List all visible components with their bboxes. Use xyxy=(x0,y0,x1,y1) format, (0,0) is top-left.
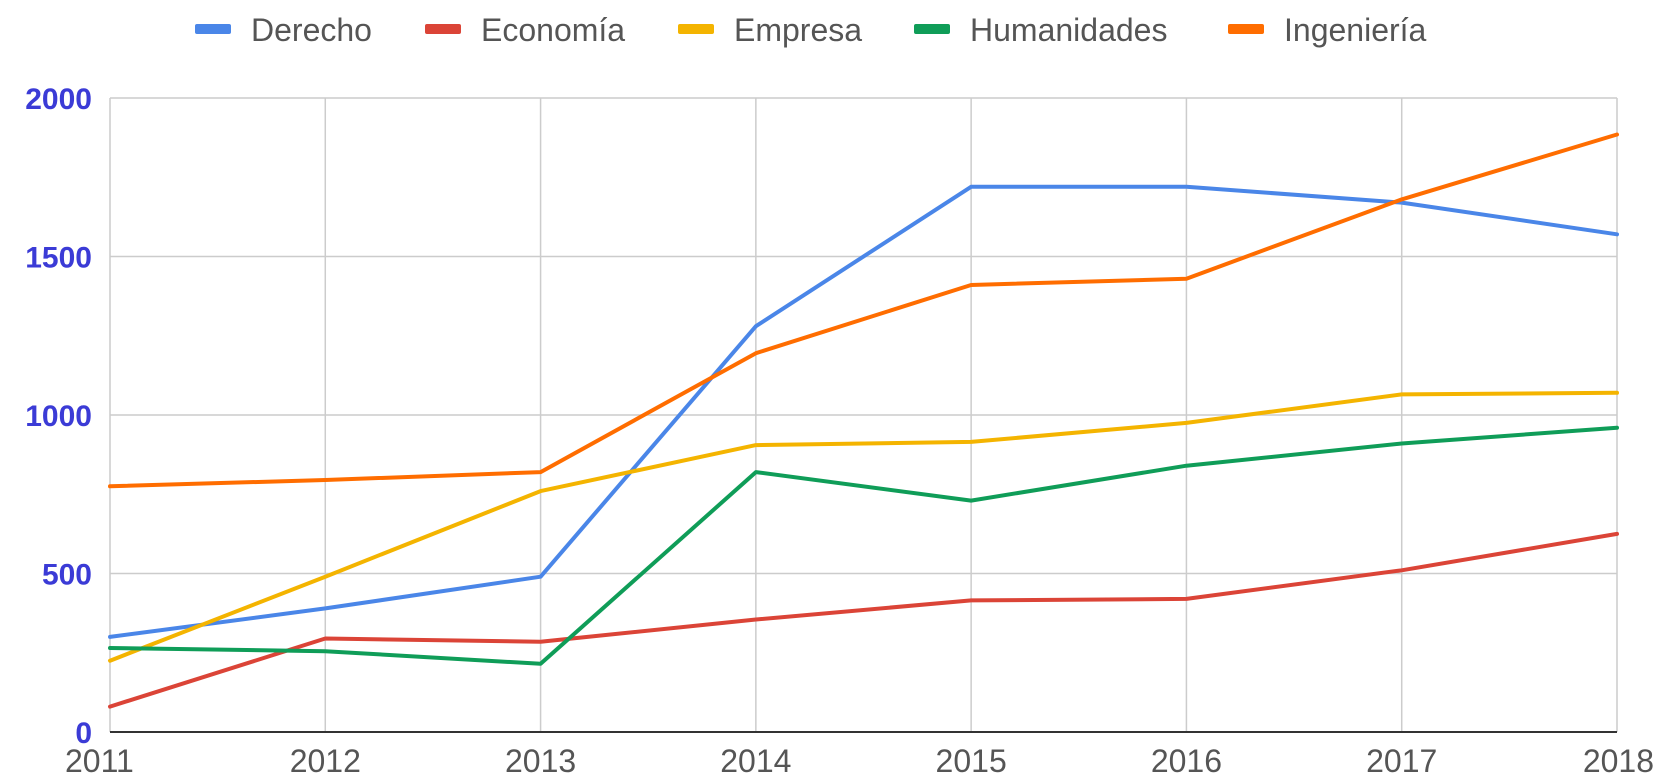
y-tick-label: 1500 xyxy=(25,242,92,275)
x-tick-label: 2017 xyxy=(1366,743,1437,779)
series-line-ingeniería xyxy=(108,132,1619,489)
legend-swatch xyxy=(678,24,714,34)
x-tick-label: 2015 xyxy=(936,743,1007,779)
series-line-empresa xyxy=(108,390,1619,663)
legend-label: Ingeniería xyxy=(1284,12,1427,48)
y-tick-label: 1000 xyxy=(25,400,92,433)
x-tick-label: 2018 xyxy=(1583,743,1654,779)
x-tick-label: 2011 xyxy=(65,743,134,779)
x-tick-label: 2013 xyxy=(505,743,576,779)
x-axis-ticks: 2011 2012 2013 2014 2015 2016 2017 2018 xyxy=(65,743,1654,779)
legend-item: Humanidades xyxy=(914,12,1167,48)
legend-label: Humanidades xyxy=(970,12,1167,48)
y-axis-ticks: 0 500 1000 1500 2000 xyxy=(25,83,92,750)
legend-label: Empresa xyxy=(734,12,862,48)
legend-item: Derecho xyxy=(195,12,372,48)
legend-swatch xyxy=(425,24,461,34)
series-line-derecho xyxy=(108,184,1619,639)
x-tick-label: 2012 xyxy=(290,743,361,779)
series-line-economía xyxy=(108,531,1619,709)
legend-swatch xyxy=(1228,24,1264,34)
legend-item: Economía xyxy=(425,12,625,48)
y-tick-label: 500 xyxy=(42,559,92,592)
legend-label: Derecho xyxy=(251,12,372,48)
legend-swatch xyxy=(195,24,231,34)
legend-item: Ingeniería xyxy=(1228,12,1427,48)
legend-swatch xyxy=(914,24,950,34)
y-tick-label: 2000 xyxy=(25,83,92,116)
legend-item: Empresa xyxy=(678,12,862,48)
x-tick-label: 2016 xyxy=(1151,743,1222,779)
series-line-humanidades xyxy=(108,425,1619,666)
x-tick-label: 2014 xyxy=(720,743,791,779)
series-lines xyxy=(108,132,1619,709)
y-tick-label: 0 xyxy=(75,717,92,750)
legend-label: Economía xyxy=(481,12,625,48)
legend: Derecho Economía Empresa Humanidades Ingenie… xyxy=(195,12,1427,48)
